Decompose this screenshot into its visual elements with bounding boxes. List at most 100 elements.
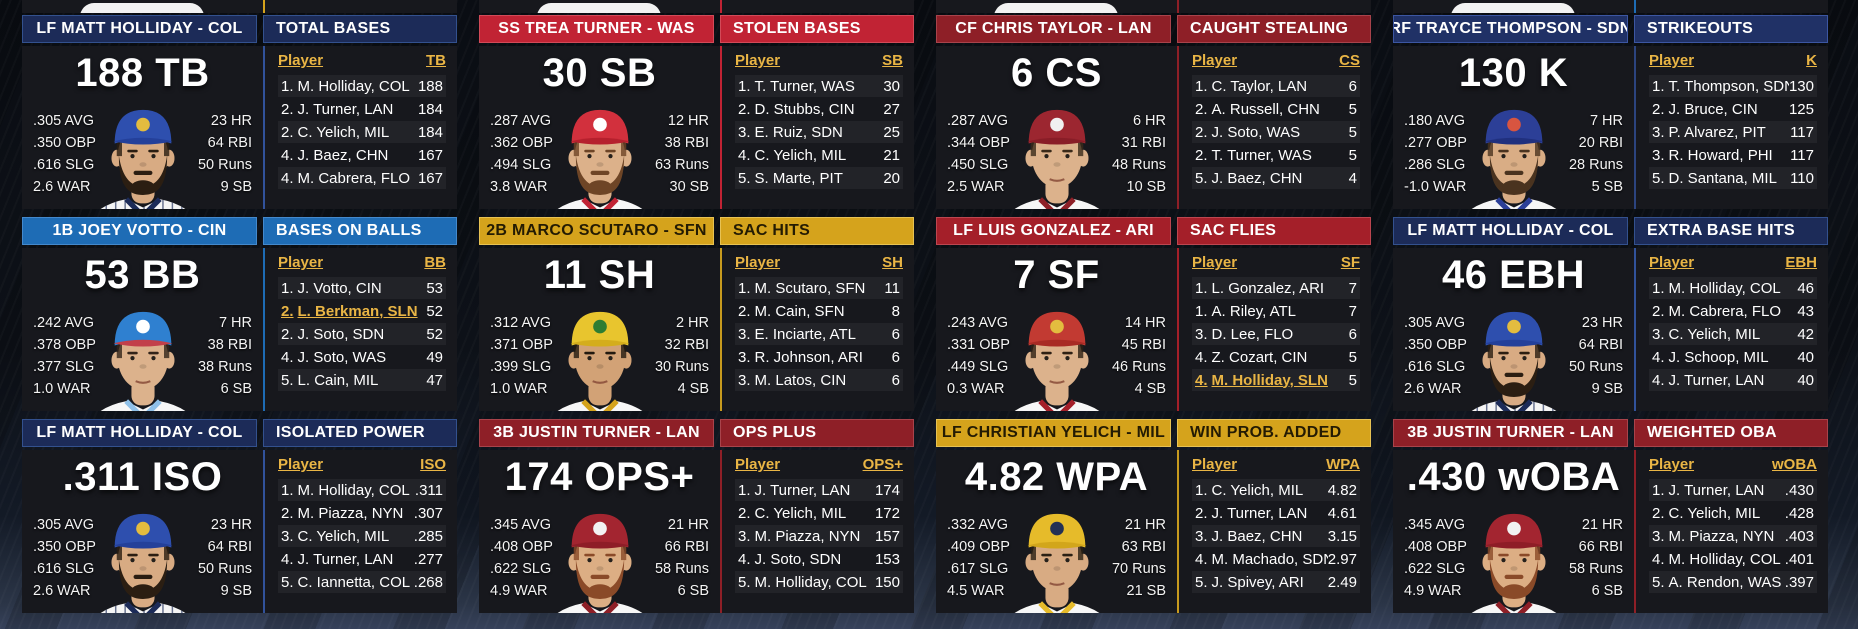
- player-portrait[interactable]: [537, 500, 663, 613]
- card-category-header[interactable]: STOLEN BASES: [720, 15, 914, 43]
- leader-row[interactable]: 5. J. Baez, CHN 4: [1192, 167, 1360, 189]
- list-player-column-header[interactable]: Player: [1649, 254, 1695, 271]
- leader-row[interactable]: 2. M. Piazza, NYN .307: [278, 502, 446, 524]
- card-player-header[interactable]: LF MATT HOLLIDAY - COL: [22, 15, 257, 43]
- leader-row[interactable]: 4. J. Turner, LAN .277: [278, 548, 446, 570]
- leader-row[interactable]: 2. D. Stubbs, CIN 27: [735, 98, 903, 120]
- list-stat-column-header[interactable]: TB: [426, 52, 446, 69]
- card-player-header[interactable]: LF CHRISTIAN YELICH - MIL: [936, 419, 1171, 447]
- card-player-header[interactable]: 1B JOEY VOTTO - CIN: [22, 217, 257, 245]
- list-stat-column-header[interactable]: CS: [1339, 52, 1360, 69]
- leader-row[interactable]: 3. D. Lee, FLO 6: [1192, 323, 1360, 345]
- leader-row[interactable]: 5. S. Marte, PIT 20: [735, 167, 903, 189]
- card-player-header[interactable]: 2B MARCO SCUTARO - SFN: [479, 217, 714, 245]
- card-category-header[interactable]: SAC HITS: [720, 217, 914, 245]
- list-stat-column-header[interactable]: SB: [882, 52, 903, 69]
- leader-row[interactable]: 3. M. Piazza, NYN .403: [1649, 525, 1817, 547]
- list-stat-column-header[interactable]: WPA: [1326, 456, 1360, 473]
- leader-row[interactable]: 5. A. Rendon, WAS .397: [1649, 571, 1817, 593]
- leader-row[interactable]: 4. Z. Cozart, CIN 5: [1192, 346, 1360, 368]
- list-player-column-header[interactable]: Player: [735, 456, 781, 473]
- card-category-header[interactable]: WIN PROB. ADDED: [1177, 419, 1371, 447]
- leader-row[interactable]: 2. J. Soto, WAS 5: [1192, 121, 1360, 143]
- player-portrait[interactable]: [994, 96, 1120, 209]
- card-category-header[interactable]: ISOLATED POWER: [263, 419, 457, 447]
- leader-row[interactable]: 4. J. Turner, LAN 40: [1649, 369, 1817, 391]
- list-player-column-header[interactable]: Player: [1192, 52, 1238, 69]
- leader-row[interactable]: 5. C. Iannetta, COL .268: [278, 571, 446, 593]
- list-stat-column-header[interactable]: ISO: [420, 456, 446, 473]
- leader-row[interactable]: 3. C. Yelich, MIL .285: [278, 525, 446, 547]
- leader-row[interactable]: 1. M. Holliday, COL .311: [278, 479, 446, 501]
- card-category-header[interactable]: SAC FLIES: [1177, 217, 1371, 245]
- card-category-header[interactable]: STRIKEOUTS: [1634, 15, 1828, 43]
- leader-row[interactable]: 3. P. Alvarez, PIT 117: [1649, 121, 1817, 143]
- player-portrait[interactable]: [1451, 500, 1577, 613]
- player-portrait[interactable]: [80, 500, 206, 613]
- player-portrait[interactable]: [994, 500, 1120, 613]
- list-stat-column-header[interactable]: wOBA: [1772, 456, 1817, 473]
- card-category-header[interactable]: EXTRA BASE HITS: [1634, 217, 1828, 245]
- leader-row[interactable]: 1. M. Scutaro, SFN 11: [735, 277, 903, 299]
- leader-row[interactable]: 5. D. Santana, MIL 110: [1649, 167, 1817, 189]
- list-player-column-header[interactable]: Player: [1192, 254, 1238, 271]
- leader-row[interactable]: 2. C. Yelich, MIL .428: [1649, 502, 1817, 524]
- leader-row[interactable]: 4. J. Baez, CHN 167: [278, 144, 446, 166]
- leader-row[interactable]: 4. J. Schoop, MIL 40: [1649, 346, 1817, 368]
- leader-row[interactable]: 4. M. Holliday, SLN 5: [1192, 369, 1360, 391]
- list-stat-column-header[interactable]: BB: [424, 254, 446, 271]
- player-portrait[interactable]: [537, 96, 663, 209]
- list-stat-column-header[interactable]: OPS+: [862, 456, 903, 473]
- list-stat-column-header[interactable]: SF: [1340, 254, 1360, 271]
- leader-row[interactable]: 1. M. Holliday, COL 188: [278, 75, 446, 97]
- player-portrait[interactable]: [1451, 298, 1577, 411]
- list-player-column-header[interactable]: Player: [735, 254, 781, 271]
- leader-row[interactable]: 2. L. Berkman, SLN 52: [278, 300, 446, 322]
- leader-row[interactable]: 3. J. Baez, CHN 3.15: [1192, 525, 1360, 547]
- leader-row[interactable]: 2. M. Cabrera, FLO 43: [1649, 300, 1817, 322]
- leader-row[interactable]: 4. J. Soto, SDN 153: [735, 548, 903, 570]
- card-category-header[interactable]: TOTAL BASES: [263, 15, 457, 43]
- leader-row[interactable]: 1. C. Yelich, MIL 4.82: [1192, 479, 1360, 501]
- list-player-column-header[interactable]: Player: [1649, 456, 1695, 473]
- card-player-header[interactable]: RF TRAYCE THOMPSON - SDN: [1393, 15, 1628, 43]
- leader-row[interactable]: 1. M. Holliday, COL 46: [1649, 277, 1817, 299]
- leader-row[interactable]: 5. M. Holliday, COL 150: [735, 571, 903, 593]
- leader-row[interactable]: 4. C. Yelich, MIL 21: [735, 144, 903, 166]
- card-category-header[interactable]: CAUGHT STEALING: [1177, 15, 1371, 43]
- leader-row[interactable]: 2. C. Yelich, MIL 172: [735, 502, 903, 524]
- leader-row[interactable]: 3. M. Latos, CIN 6: [735, 369, 903, 391]
- list-player-column-header[interactable]: Player: [278, 52, 324, 69]
- card-player-header[interactable]: 3B JUSTIN TURNER - LAN: [479, 419, 714, 447]
- list-player-column-header[interactable]: Player: [735, 52, 781, 69]
- leader-row[interactable]: 2. M. Cain, SFN 8: [735, 300, 903, 322]
- leader-row[interactable]: 3. M. Piazza, NYN 157: [735, 525, 903, 547]
- leader-row[interactable]: 3. E. Ruiz, SDN 25: [735, 121, 903, 143]
- list-player-column-header[interactable]: Player: [1192, 456, 1238, 473]
- list-stat-column-header[interactable]: SH: [882, 254, 903, 271]
- leader-row[interactable]: 5. J. Spivey, ARI 2.49: [1192, 571, 1360, 593]
- card-category-header[interactable]: OPS PLUS: [720, 419, 914, 447]
- leader-row[interactable]: 3. R. Johnson, ARI 6: [735, 346, 903, 368]
- leader-row[interactable]: 4. M. Machado, SDN 2.97: [1192, 548, 1360, 570]
- list-stat-column-header[interactable]: EBH: [1785, 254, 1817, 271]
- leader-row[interactable]: 2. T. Turner, WAS 5: [1192, 144, 1360, 166]
- leader-row[interactable]: 2. A. Russell, CHN 5: [1192, 98, 1360, 120]
- leader-row[interactable]: 5. L. Cain, MIL 47: [278, 369, 446, 391]
- list-stat-column-header[interactable]: K: [1806, 52, 1817, 69]
- card-player-header[interactable]: 3B JUSTIN TURNER - LAN: [1393, 419, 1628, 447]
- leader-row[interactable]: 4. M. Holliday, COL .401: [1649, 548, 1817, 570]
- leader-row[interactable]: 2. C. Yelich, MIL 184: [278, 121, 446, 143]
- card-player-header[interactable]: LF MATT HOLLIDAY - COL: [22, 419, 257, 447]
- player-portrait[interactable]: [80, 96, 206, 209]
- leader-row[interactable]: 3. C. Yelich, MIL 42: [1649, 323, 1817, 345]
- card-player-header[interactable]: LF LUIS GONZALEZ - ARI: [936, 217, 1171, 245]
- player-portrait[interactable]: [1451, 96, 1577, 209]
- leader-row[interactable]: 4. M. Cabrera, FLO 167: [278, 167, 446, 189]
- leader-row[interactable]: 3. R. Howard, PHI 117: [1649, 144, 1817, 166]
- leader-row[interactable]: 1. C. Taylor, LAN 6: [1192, 75, 1360, 97]
- card-player-header[interactable]: CF CHRIS TAYLOR - LAN: [936, 15, 1171, 43]
- player-portrait[interactable]: [80, 298, 206, 411]
- leader-row[interactable]: 1. J. Turner, LAN 174: [735, 479, 903, 501]
- leader-row[interactable]: 1. L. Gonzalez, ARI 7: [1192, 277, 1360, 299]
